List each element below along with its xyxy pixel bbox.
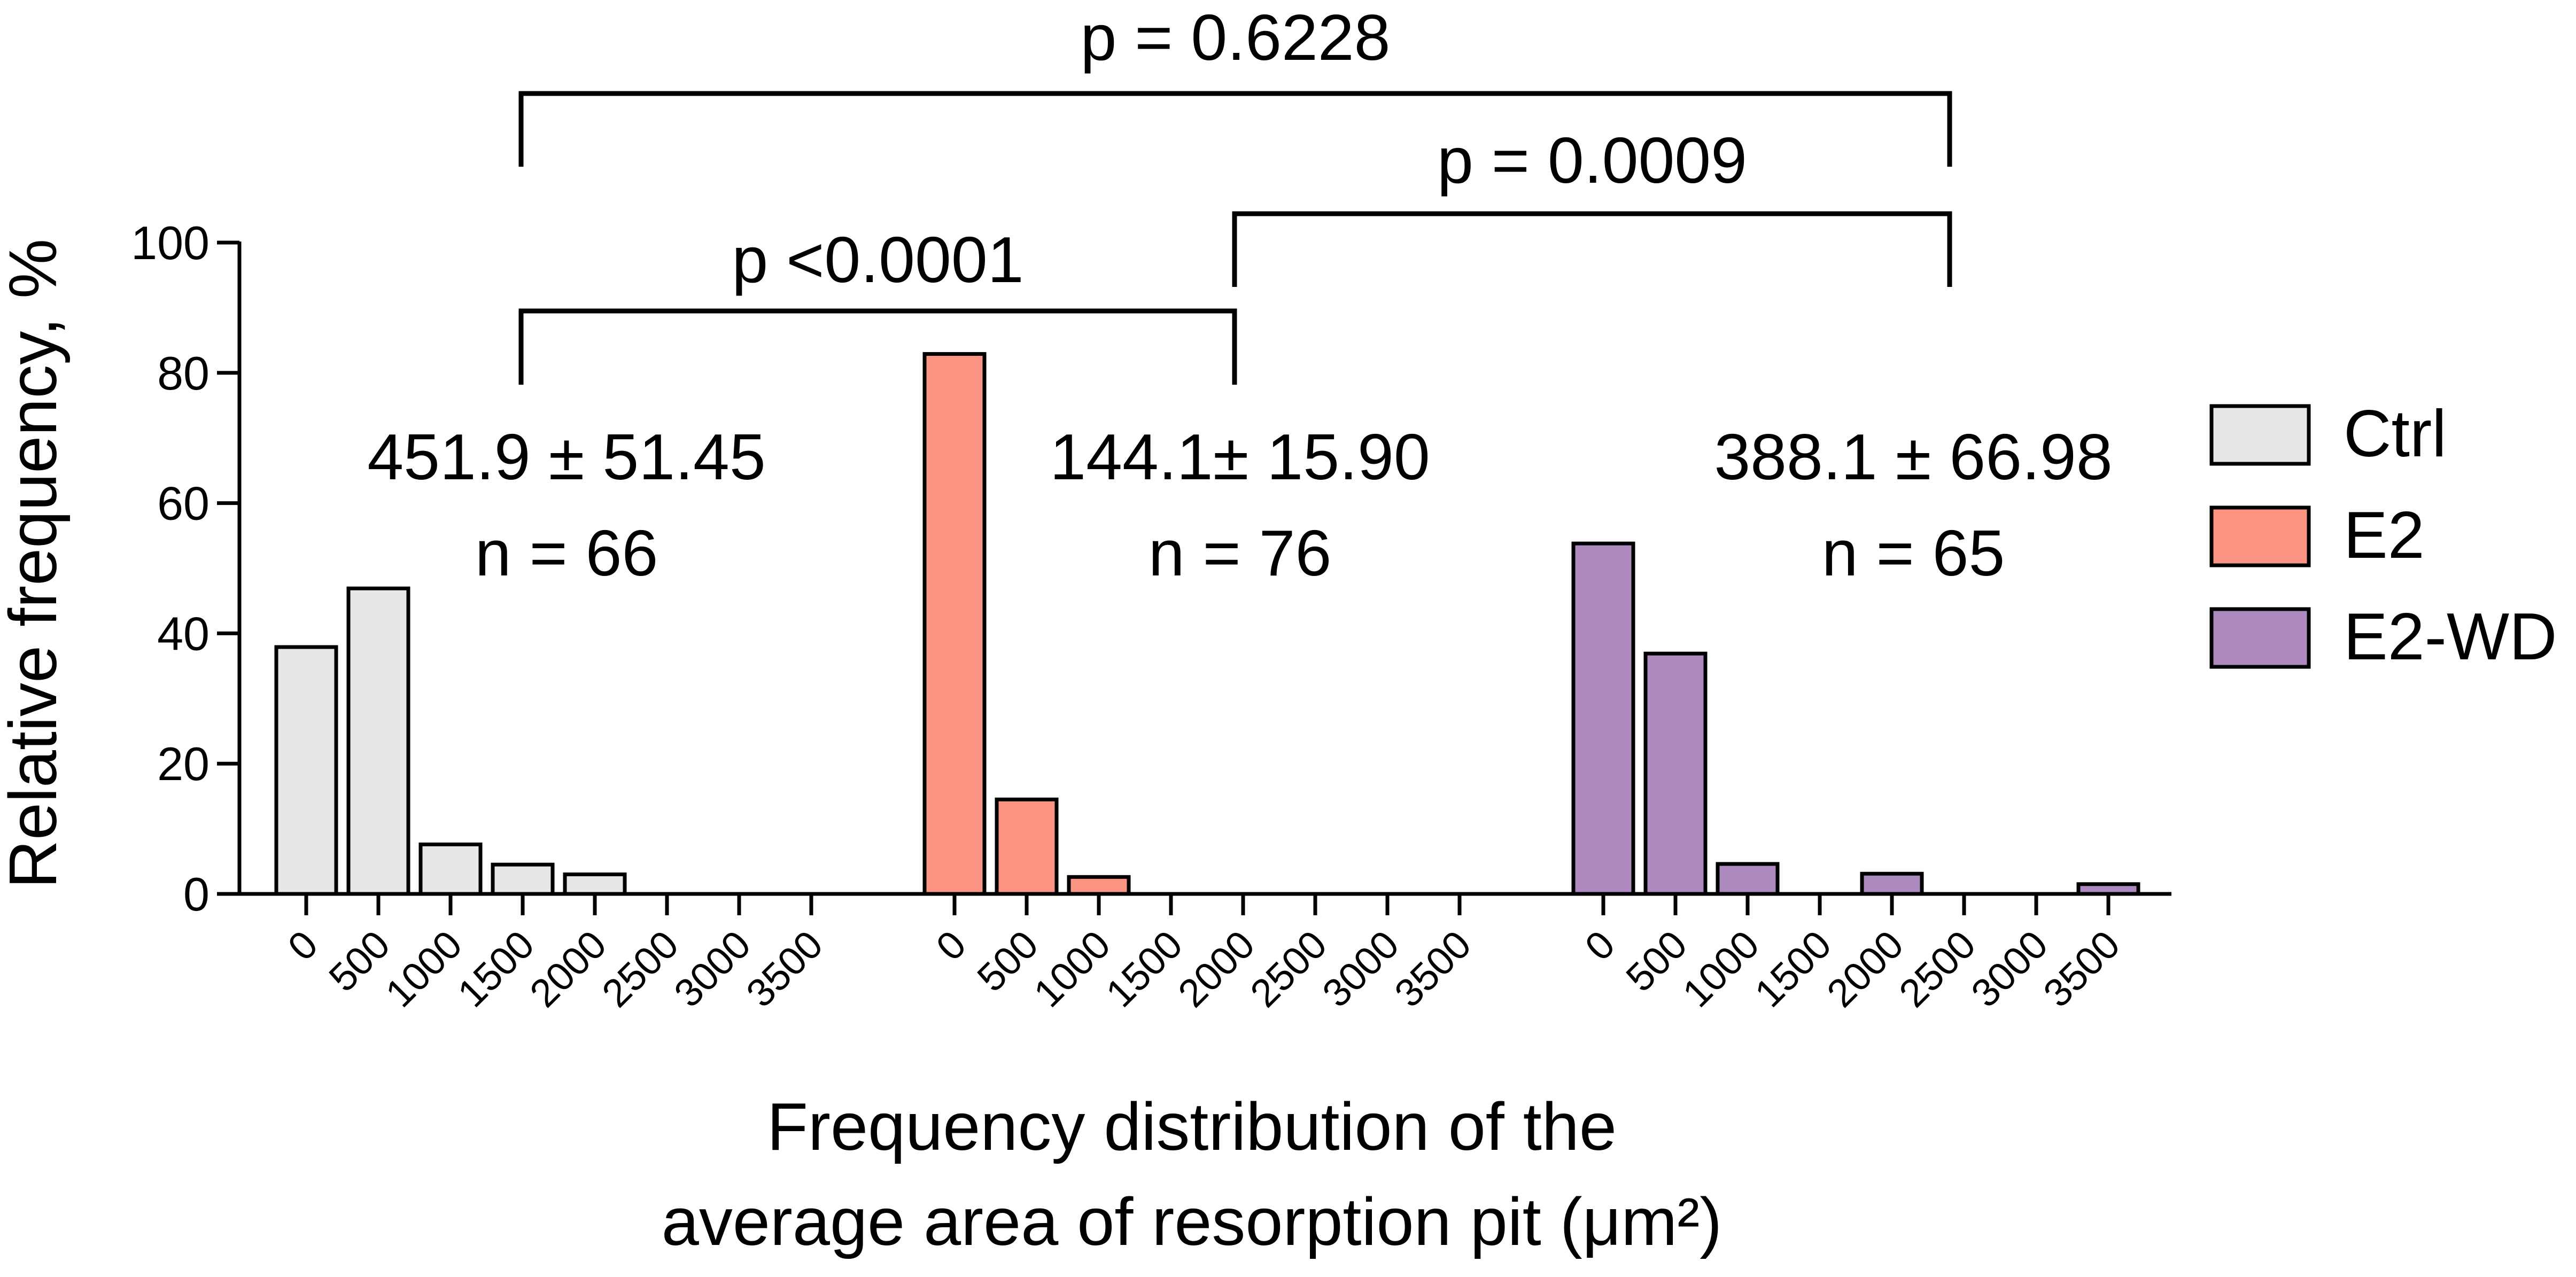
bar-e2-1000	[1067, 875, 1131, 896]
significance-bracket	[1232, 211, 1952, 287]
p-value-label: p <0.0001	[732, 223, 1023, 296]
group-summary-ctrl: n = 66	[475, 517, 658, 589]
significance-bracket	[518, 308, 1237, 385]
x-tick-label: 2500	[593, 922, 687, 1016]
group-summary-e2: 144.1± 15.90	[1050, 421, 1430, 493]
bars	[274, 352, 2140, 896]
y-tick-label: 60	[157, 477, 210, 530]
x-tick-label: 0	[1577, 922, 1624, 969]
p-value-label: p = 0.0009	[1437, 124, 1747, 197]
y-tick-label: 40	[157, 607, 210, 660]
x-tick-label: 0	[928, 922, 975, 969]
bar-ctrl-1000	[418, 842, 483, 896]
annotations: 451.9 ± 51.45 n = 66 144.1± 15.90 n = 76 388…	[367, 1, 2112, 589]
bar-e2-wd-500	[1643, 651, 1708, 896]
x-tick-label: 2500	[1890, 922, 1984, 1016]
legend-swatch-ctrl	[2209, 404, 2311, 466]
x-tick-label: 2500	[1242, 922, 1335, 1016]
x-tick-label: 1500	[449, 922, 542, 1016]
bar-ctrl-500	[346, 586, 410, 896]
x-tick-label: 2000	[1169, 922, 1263, 1016]
x-tick-label: 1000	[1674, 922, 1767, 1016]
x-tick-label: 1000	[377, 922, 470, 1016]
x-axis-title-line-1: Frequency distribution of the	[767, 1089, 1617, 1164]
bar-ctrl-0	[274, 645, 338, 896]
x-tick-label: 3500	[2035, 922, 2128, 1016]
bar-ctrl-1500	[491, 862, 555, 896]
x-tick-label: 1500	[1097, 922, 1191, 1016]
legend-label-ctrl: Ctrl	[2344, 397, 2447, 471]
legend: Ctrl E2 E2-WD	[2209, 397, 2557, 674]
group-summary-e2-wd: n = 65	[1822, 517, 2005, 589]
legend-label-e2: E2	[2344, 499, 2425, 572]
bar-ctrl-2000	[563, 872, 627, 896]
x-tick-label: 1500	[1746, 922, 1840, 1016]
legend-swatch-e2	[2209, 505, 2311, 567]
x-tick-label: 1000	[1025, 922, 1119, 1016]
x-tick-label: 3500	[738, 922, 831, 1016]
x-tick-label: 2000	[1818, 922, 1912, 1016]
y-tick-label: 0	[183, 868, 210, 921]
x-tick-label: 2000	[521, 922, 615, 1016]
group-summary-ctrl: 451.9 ± 51.45	[367, 421, 765, 493]
p-value-label: p = 0.6228	[1080, 1, 1390, 74]
group-summary-e2-wd: 388.1 ± 66.98	[1714, 421, 2112, 493]
bar-e2-wd-2000	[1860, 871, 1924, 896]
bar-e2-wd-1000	[1716, 862, 1780, 896]
bar-e2-wd-3500	[2076, 882, 2140, 896]
significance-bracket	[518, 91, 1952, 167]
x-tick-label: 3000	[665, 922, 759, 1016]
x-axis-title-line-2: average area of resorption pit (μm²)	[662, 1184, 1722, 1259]
legend-swatch-e2-wd	[2209, 607, 2311, 669]
y-tick-label: 80	[157, 347, 210, 400]
x-tick-label: 3000	[1962, 922, 2056, 1016]
group-summary-e2: n = 76	[1149, 517, 1332, 589]
bar-e2-wd-0	[1571, 541, 1635, 896]
y-axis: 0 20 40 60 80 100	[131, 216, 242, 921]
bar-e2-500	[995, 797, 1059, 896]
x-tick-label: 3000	[1314, 922, 1407, 1016]
legend-label-e2-wd: E2-WD	[2344, 600, 2557, 674]
y-axis-title: Relative frequency, %	[0, 239, 71, 889]
bar-e2-0	[922, 352, 987, 896]
y-tick-label: 20	[157, 737, 210, 790]
x-tick-label: 0	[280, 922, 327, 969]
y-tick-label: 100	[131, 216, 210, 269]
x-tick-label: 3500	[1386, 922, 1479, 1016]
